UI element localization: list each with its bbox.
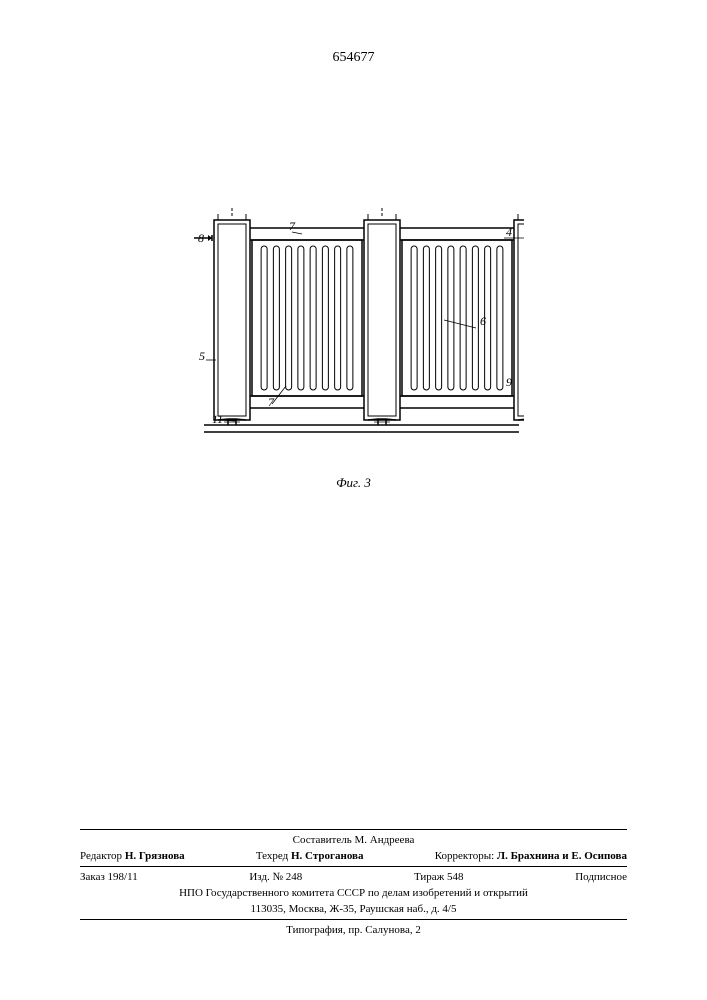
svg-text:5: 5 <box>199 349 205 363</box>
address: 113035, Москва, Ж-35, Раушская наб., д. … <box>80 903 627 915</box>
svg-text:6: 6 <box>480 314 486 328</box>
svg-text:8: 8 <box>198 231 204 245</box>
tech-credit: Техред Н. Строганова <box>256 850 364 862</box>
svg-text:11: 11 <box>212 412 223 426</box>
technical-figure: 8 7 4 5 6 9 7 11 <box>184 200 524 455</box>
editor-credit: Редактор Н. Грязнова <box>80 850 185 862</box>
svg-text:7: 7 <box>289 219 296 233</box>
svg-text:9: 9 <box>506 375 512 389</box>
order-number: Заказ 198/11 <box>80 871 138 883</box>
figure-caption: Фиг. 3 <box>336 475 371 491</box>
organization: НПО Государственного комитета СССР по де… <box>80 887 627 899</box>
page-number: 654677 <box>333 50 375 66</box>
edition-number: Изд. № 248 <box>249 871 302 883</box>
svg-text:7: 7 <box>268 395 275 409</box>
corrector-credit: Корректоры: Л. Брахнина и Е. Осипова <box>435 850 627 862</box>
svg-text:4: 4 <box>506 225 512 239</box>
subscription: Подписное <box>575 871 627 883</box>
author-credit: Составитель М. Андреева <box>80 834 627 846</box>
document-footer: Составитель М. Андреева Редактор Н. Гряз… <box>0 827 707 940</box>
typography: Типография, пр. Салунова, 2 <box>80 924 627 936</box>
circulation: Тираж 548 <box>414 871 464 883</box>
